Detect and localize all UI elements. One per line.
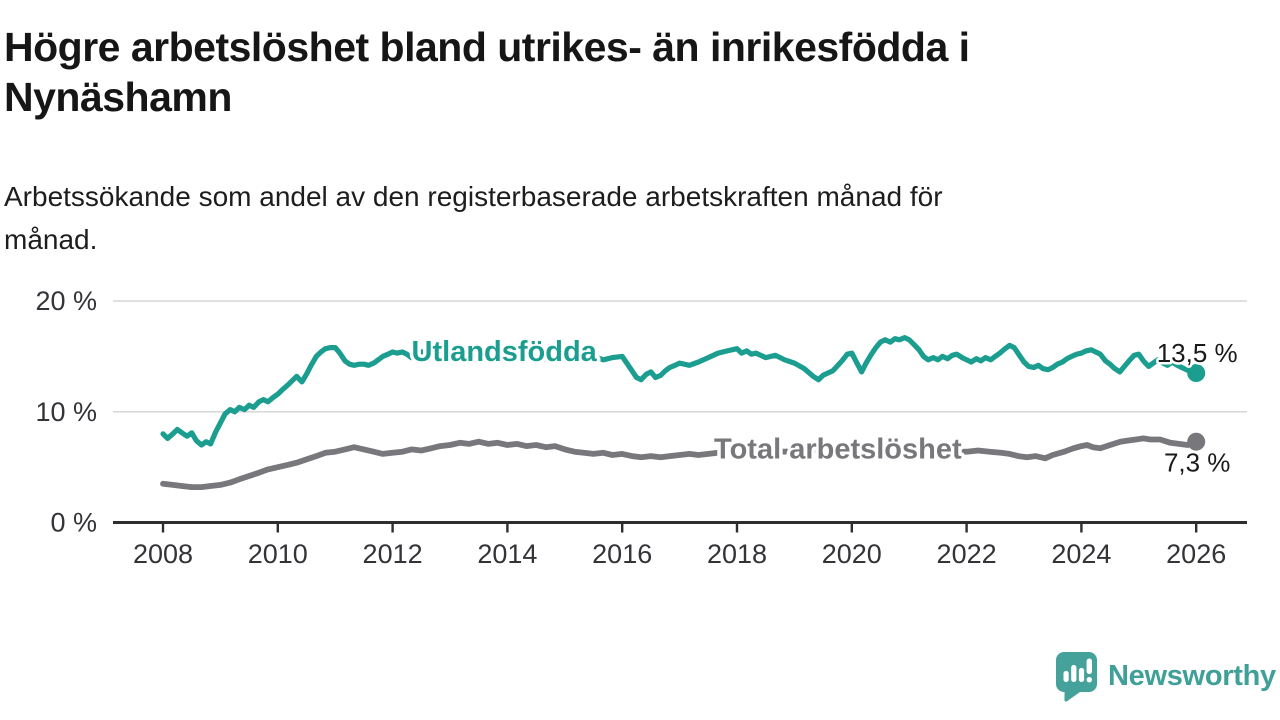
series-end-dot bbox=[1187, 432, 1206, 451]
series-line bbox=[160, 334, 1199, 448]
page-subtitle: Arbetssökande som andel av den registerb… bbox=[4, 181, 943, 255]
x-tick-label: 2014 bbox=[477, 539, 537, 569]
x-tick-label: 2020 bbox=[822, 539, 882, 569]
series-end-dot bbox=[1187, 364, 1206, 383]
series-end-value-label: 13,5 % bbox=[1157, 338, 1238, 368]
series-inline-label: Utlandsfödda bbox=[412, 336, 598, 368]
x-tick-label: 2008 bbox=[133, 539, 193, 569]
x-tick-label: 2026 bbox=[1166, 539, 1226, 569]
x-tick-label: 2016 bbox=[592, 539, 652, 569]
x-tick-label: 2022 bbox=[937, 539, 997, 569]
x-tick-label: 2018 bbox=[707, 539, 767, 569]
page-title: Högre arbetslöshet bland utrikes- än inr… bbox=[4, 24, 970, 121]
line-chart: 0 % 10 % 20 % 2008 2010 2012 2014 2016 2018 2020 2… bbox=[0, 270, 1280, 582]
series-inline-label: Total arbetslöshet bbox=[714, 433, 962, 465]
chart-canvas: 0 % 10 % 20 % 2008 2010 2012 2014 2016 2018 2020 2… bbox=[35, 286, 1247, 569]
brand-logo: Newsworthy bbox=[1053, 650, 1276, 702]
y-tick-label: 10 % bbox=[35, 397, 97, 427]
x-tick-label: 2012 bbox=[363, 539, 423, 569]
x-tick-label: 2010 bbox=[248, 539, 308, 569]
newsworthy-bubble-chart-icon bbox=[1056, 652, 1097, 702]
y-tick-label: 20 % bbox=[35, 286, 97, 316]
series-line bbox=[160, 435, 1200, 491]
brand-wordmark: Newsworthy bbox=[1108, 659, 1276, 692]
x-tick-label: 2024 bbox=[1051, 539, 1111, 569]
series-end-value-label: 7,3 % bbox=[1164, 448, 1231, 478]
y-tick-label: 0 % bbox=[50, 508, 97, 538]
